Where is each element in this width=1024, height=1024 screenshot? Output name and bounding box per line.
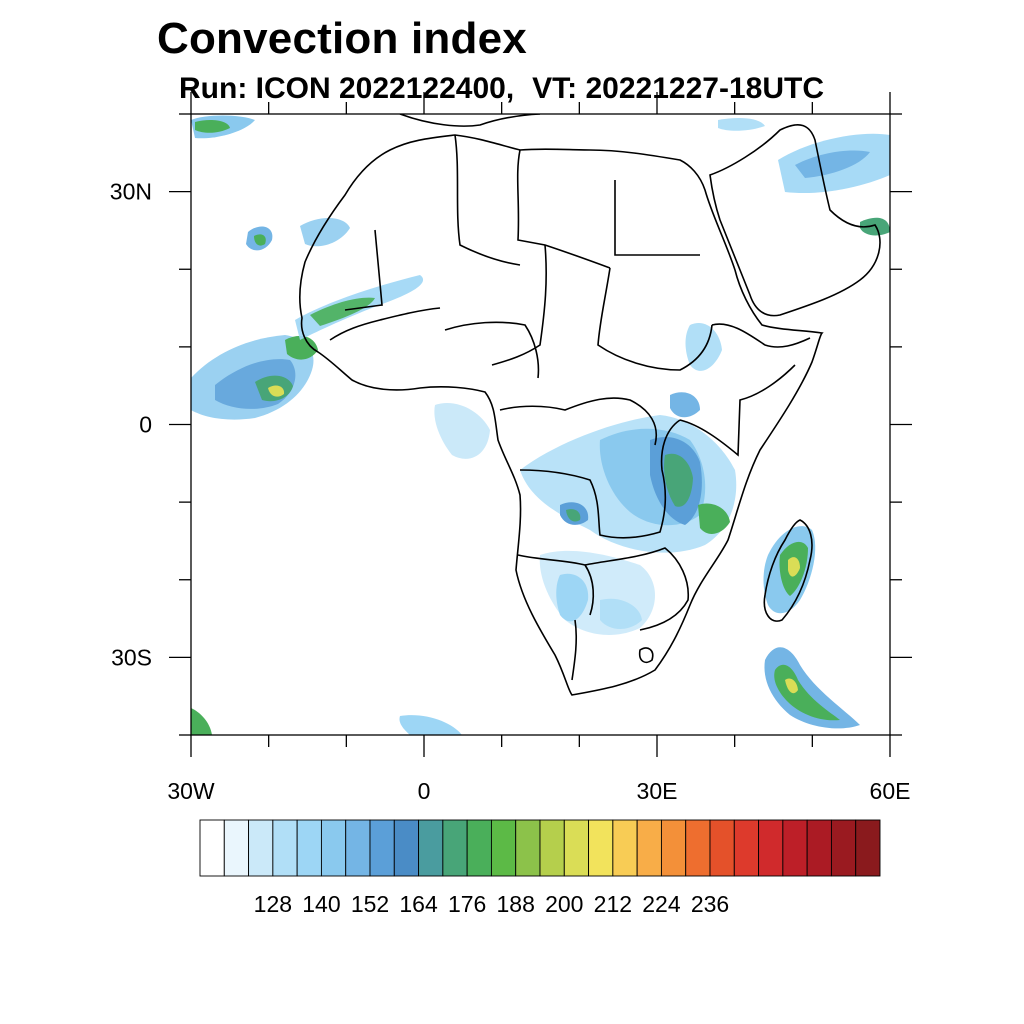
- east-africa-border: [679, 364, 796, 457]
- colorbar-box: [369, 819, 395, 877]
- axis-ticks: 30N 0 30S 30W 0 30E 60E: [110, 92, 912, 804]
- colorbar-box: [248, 819, 274, 877]
- madagascar-coastline: [763, 519, 813, 622]
- colorbar-box: [588, 819, 614, 877]
- colorbar-box: [345, 819, 371, 877]
- colorbar-box: [758, 819, 784, 877]
- westafrica-border: [329, 307, 441, 341]
- colorbar-box: [539, 819, 565, 877]
- colorbar-box: [490, 819, 517, 877]
- sahara-border-3: [516, 149, 611, 269]
- lon-tick-label: 30W: [167, 778, 215, 804]
- shading-middle-east: [718, 118, 890, 236]
- shading-madagascar: [763, 526, 816, 614]
- chad-border: [491, 244, 547, 366]
- shading-central-africa: [434, 322, 737, 553]
- colorbar-box: [223, 819, 250, 877]
- lat-tick-label: 30S: [111, 644, 152, 670]
- colorbar-box: [782, 819, 808, 877]
- run-label: Run: ICON 2022122400,: [179, 72, 515, 105]
- lon-tick-label: 30E: [637, 778, 678, 804]
- lat-tick-label: 0: [139, 412, 152, 438]
- chart-title: Convection index: [157, 14, 527, 63]
- colorbar-label: 224: [642, 891, 681, 917]
- congo-border: [499, 397, 657, 446]
- sahara-border-2: [344, 229, 383, 311]
- shading-southern-africa: [539, 550, 655, 635]
- angola-border: [517, 554, 595, 616]
- namibia-border: [571, 619, 578, 681]
- colorbar-box: [612, 819, 638, 877]
- colorbar-label: 176: [448, 891, 486, 917]
- colorbar-label: 152: [351, 891, 389, 917]
- colorbar-box: [855, 819, 881, 877]
- europe-coast: [399, 114, 541, 127]
- africa-coastline: [299, 134, 824, 696]
- arabia-coastline: [709, 124, 881, 317]
- colorbar-box: [466, 819, 492, 877]
- drc-border: [519, 419, 681, 539]
- convection-field: [191, 114, 890, 735]
- colorbar-box: [830, 819, 857, 877]
- colorbar-box: [636, 819, 662, 877]
- southern-border: [584, 547, 690, 631]
- sudan-border: [597, 267, 713, 371]
- run-subtitle: Run: ICON 2022122400, VT: 20221227-18UTC: [179, 72, 824, 106]
- colorbar-box: [393, 819, 420, 877]
- lat-tick-label: 30N: [110, 179, 152, 205]
- colorbar-box: [442, 819, 468, 877]
- colorbar-box: [563, 819, 590, 877]
- colorbar-label: 188: [497, 891, 535, 917]
- colorbar-label: 200: [545, 891, 583, 917]
- lesotho-border: [638, 647, 654, 664]
- egypt-border: [614, 180, 700, 256]
- sahara-border-1: [454, 134, 521, 266]
- colorbar-label: 212: [594, 891, 632, 917]
- colorbar-box: [199, 819, 225, 877]
- colorbar-label: 140: [302, 891, 340, 917]
- coastlines-and-borders: [299, 114, 881, 696]
- colorbar-box: [660, 819, 687, 877]
- horn-border: [711, 323, 811, 348]
- lon-tick-label: 0: [418, 778, 431, 804]
- colorbar-box: [272, 819, 298, 877]
- colorbar-box: [296, 819, 322, 877]
- nigeria-border: [444, 321, 540, 379]
- shading-sahel-west: [191, 115, 424, 340]
- colorbar-box: [320, 819, 347, 877]
- lon-tick-label: 60E: [870, 778, 911, 804]
- colorbar-box: [709, 819, 735, 877]
- colorbar-box: [685, 819, 711, 877]
- colorbar-box: [418, 819, 444, 877]
- colorbar-label: 128: [254, 891, 292, 917]
- colorbar-box: [733, 819, 760, 877]
- colorbar-box: [515, 819, 541, 877]
- colorbar-boxes: [199, 819, 881, 877]
- shading-south-indian-ocean: [191, 647, 860, 735]
- shading-west-atlantic: [191, 335, 318, 420]
- colorbar-label: 236: [691, 891, 729, 917]
- colorbar-label: 164: [399, 891, 438, 917]
- colorbar-box: [806, 819, 832, 877]
- colorbar-labels: 128 140 152 164 176 188 200 212 224 236: [254, 891, 730, 917]
- valid-time-label: VT: 20221227-18UTC: [532, 72, 824, 105]
